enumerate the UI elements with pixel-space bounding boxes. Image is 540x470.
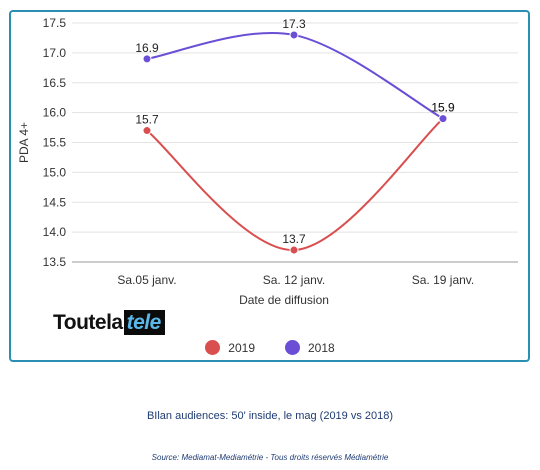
y-axis-label: PDA 4+	[17, 122, 31, 163]
y-tick-label: 13.5	[43, 255, 67, 269]
legend-item-2018[interactable]: 2018	[285, 340, 335, 355]
series-line-2018	[146, 31, 444, 120]
data-point-2018	[289, 30, 299, 40]
x-axis-ticks: Sa.05 janv. Sa. 12 janv. Sa. 19 janv.	[117, 273, 474, 287]
data-point-2018	[142, 54, 152, 64]
series-line-2019	[146, 117, 444, 252]
data-label-2019: 15.7	[135, 113, 159, 127]
y-tick-label: 15.5	[43, 136, 67, 150]
logo-text-part1: Toutela	[53, 311, 123, 334]
y-tick-label: 17.0	[43, 46, 67, 60]
x-tick-label: Sa.05 janv.	[117, 273, 176, 287]
legend-swatch-2019	[205, 340, 221, 355]
data-label-2018: 15.9	[431, 101, 455, 115]
data-point-2018	[438, 114, 448, 124]
y-tick-label: 16.0	[43, 106, 67, 120]
legend-swatch-2018	[285, 340, 300, 355]
y-axis-ticks: 13.5 14.0 14.5 15.0 15.5 16.0 16.5 17.0 17.5	[43, 16, 67, 269]
y-tick-label: 14.0	[43, 225, 67, 239]
x-tick-label: Sa. 19 janv.	[412, 273, 474, 287]
grid-lines	[72, 22, 518, 263]
x-axis-label: Date de diffusion	[239, 293, 329, 307]
toutelatele-logo: Toutela tele	[53, 310, 165, 335]
legend-item-2019[interactable]: 2019	[205, 340, 255, 355]
y-tick-label: 17.5	[43, 16, 67, 30]
data-label-2019: 13.7	[282, 232, 306, 246]
logo-text-part2: tele	[123, 310, 165, 335]
y-tick-label: 15.0	[43, 165, 67, 179]
chart-card	[9, 10, 530, 362]
y-tick-label: 16.5	[43, 76, 67, 90]
data-label-2019: 15.9	[431, 101, 455, 115]
data-point-2019	[289, 245, 299, 255]
series-group: 15.713.715.916.917.315.9	[135, 17, 455, 255]
data-label-2018: 17.3	[282, 17, 306, 31]
source-credit: Source: Mediamat-Mediamétrie - Tous droi…	[151, 453, 389, 462]
legend-label-2018: 2018	[308, 340, 335, 355]
data-label-2018: 16.9	[135, 41, 159, 55]
y-tick-label: 14.5	[43, 195, 67, 209]
data-point-2019	[142, 126, 152, 136]
x-tick-label: Sa. 12 janv.	[263, 273, 325, 287]
legend: 2019 2018	[0, 340, 540, 355]
legend-label-2019: 2019	[228, 340, 255, 355]
chart-caption: BIlan audiences: 50' inside, le mag (201…	[146, 410, 394, 422]
